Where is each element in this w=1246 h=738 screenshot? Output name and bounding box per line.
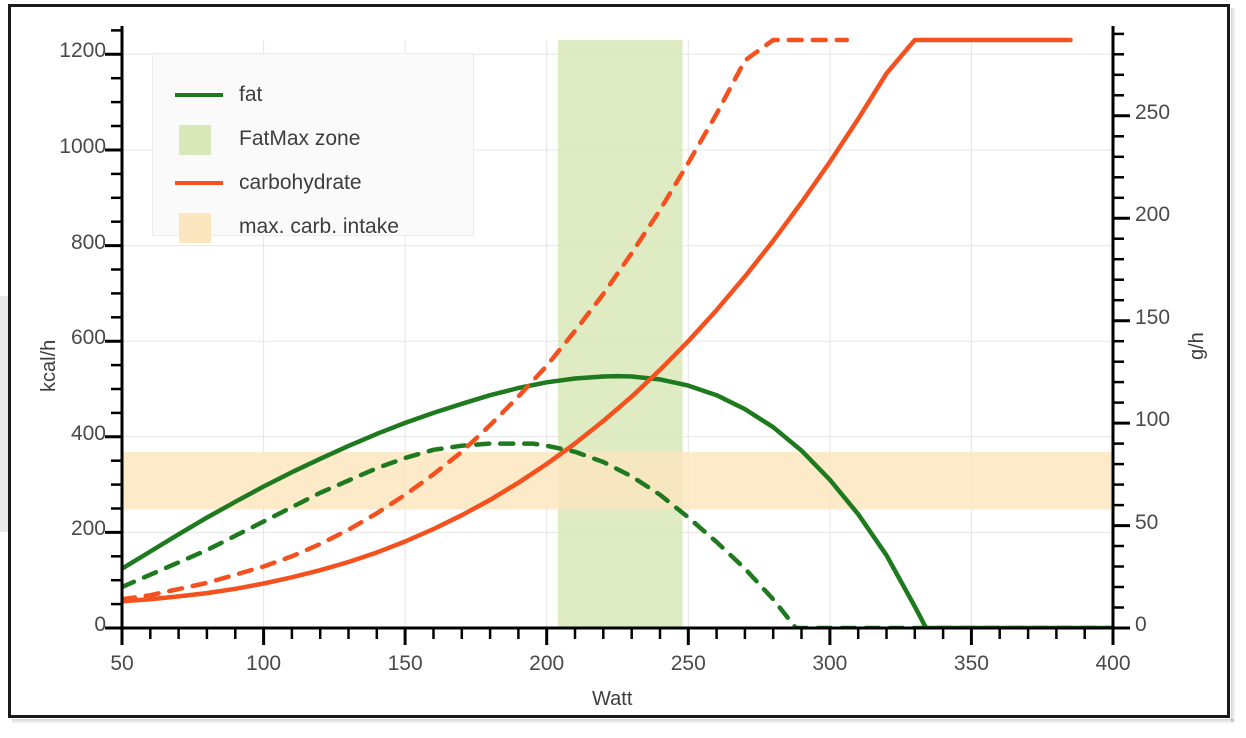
chart-legend: fat FatMax zone carbohydrate max. carb. … bbox=[152, 53, 474, 243]
y-axis-left-tick-label: 0 bbox=[94, 613, 106, 636]
x-axis-tick-label: 300 bbox=[812, 652, 848, 675]
series-carbohydrate-g-h bbox=[122, 37, 850, 602]
series-fat-kcal-h bbox=[122, 373, 1113, 628]
x-axis-tick-label: 100 bbox=[246, 652, 282, 675]
series-fat-g-h bbox=[122, 441, 1113, 628]
legend-key-fatmax-swatch bbox=[171, 124, 227, 155]
x-axis-tick-label: 400 bbox=[1095, 652, 1131, 675]
legend-label-max-carb-intake: max. carb. intake bbox=[239, 215, 399, 238]
y-axis-right-tick-label: 100 bbox=[1135, 408, 1171, 432]
x-axis-tick-label: 150 bbox=[387, 652, 423, 675]
y-axis-right-tick-label: 200 bbox=[1135, 203, 1171, 227]
legend-key-carbohydrate-line bbox=[171, 168, 227, 198]
y-axis-right-tick-label: 0 bbox=[1135, 613, 1147, 636]
legend-item-fatmax-zone[interactable]: FatMax zone bbox=[171, 124, 361, 155]
series-carbohydrate-kcal-h bbox=[122, 37, 1073, 604]
legend-key-max-carb-swatch bbox=[171, 212, 227, 243]
legend-item-max-carb-intake[interactable]: max. carb. intake bbox=[171, 212, 399, 243]
x-axis-tick-label: 350 bbox=[953, 652, 989, 675]
y-axis-right-tick-label: 50 bbox=[1135, 510, 1159, 534]
legend-label-fat: fat bbox=[239, 83, 263, 106]
x-axis-title: Watt bbox=[592, 688, 633, 710]
y-axis-left-tick-label: 200 bbox=[70, 517, 106, 541]
page-edge-band bbox=[0, 296, 8, 532]
chart-title-clipped: Fat and carbohydrate combustion bbox=[0, 0, 1246, 5]
x-axis-tick-label: 50 bbox=[110, 652, 134, 675]
legend-label-carbohydrate: carbohydrate bbox=[239, 171, 362, 194]
page-shadow-bottom bbox=[12, 719, 1234, 724]
band-fatmax-zone bbox=[558, 40, 683, 628]
x-axis-tick-label: 250 bbox=[670, 652, 706, 675]
y-axis-left-tick-label: 1200 bbox=[59, 39, 106, 63]
legend-item-fat[interactable]: fat bbox=[171, 80, 262, 110]
y-axis-left-tick-label: 1000 bbox=[59, 134, 106, 158]
y-axis-left-tick-label: 400 bbox=[70, 421, 106, 445]
legend-item-carbohydrate[interactable]: carbohydrate bbox=[171, 168, 362, 198]
y-axis-left-tick-label: 800 bbox=[70, 230, 106, 254]
legend-label-fatmax-zone: FatMax zone bbox=[239, 127, 361, 150]
band-max-carb-intake bbox=[122, 452, 1113, 510]
y-axis-right-title: g/h bbox=[1186, 332, 1208, 360]
y-axis-right-tick-label: 150 bbox=[1135, 305, 1171, 329]
legend-key-fat-line bbox=[171, 80, 227, 110]
y-axis-right-tick-label: 250 bbox=[1135, 100, 1171, 124]
y-axis-left-tick-label: 600 bbox=[70, 326, 106, 350]
x-axis-tick-label: 200 bbox=[529, 652, 565, 675]
page-shadow-right bbox=[1231, 8, 1236, 722]
